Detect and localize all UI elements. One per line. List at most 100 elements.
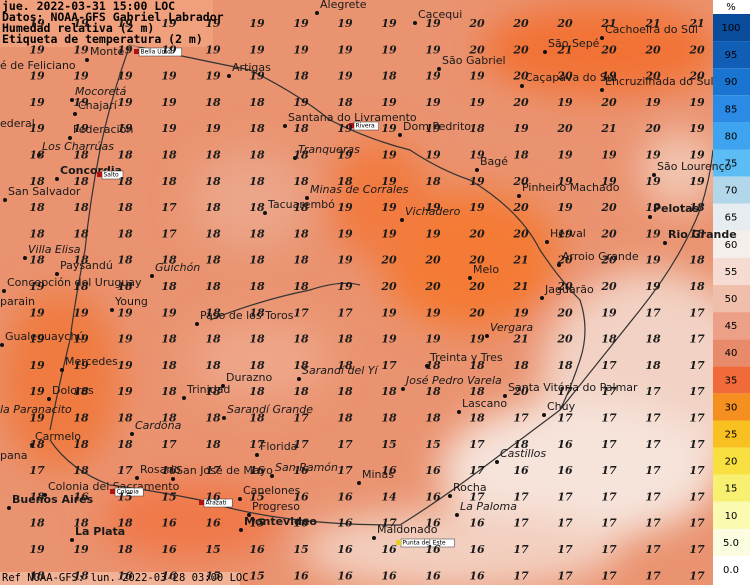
temperature-label: 18 <box>557 359 573 372</box>
temperature-label: 19 <box>161 43 177 56</box>
temperature-label: 20 <box>644 122 661 135</box>
temperature-label: 18 <box>249 280 265 293</box>
temperature-label: 18 <box>205 359 221 372</box>
place-label: Mercedes <box>65 355 118 368</box>
city-dot <box>135 476 139 480</box>
temperature-label: 18 <box>381 412 397 425</box>
temperature-label: 19 <box>557 149 573 162</box>
temperature-label: 18 <box>425 175 441 188</box>
city-dot <box>475 168 479 172</box>
legend-unit: % <box>726 2 736 13</box>
temperature-label: 18 <box>689 201 705 214</box>
boxed-label: Salto <box>104 172 120 179</box>
temperature-label: 17 <box>469 438 485 451</box>
temperature-label: 19 <box>513 306 529 319</box>
temperature-label: 17 <box>601 490 617 503</box>
temperature-label: 18 <box>249 412 265 425</box>
temperature-label: 18 <box>425 412 441 425</box>
temperature-label: 19 <box>557 201 573 214</box>
city-dot <box>540 296 544 300</box>
temperature-label: 17 <box>645 306 661 319</box>
temperature-label: 16 <box>161 569 177 582</box>
temperature-label: 19 <box>117 96 133 109</box>
temperature-label: 19 <box>557 227 573 240</box>
legend-band <box>713 366 750 394</box>
temperature-label: 15 <box>249 517 264 530</box>
temperature-label: 15 <box>117 490 132 503</box>
temperature-label: 19 <box>469 149 485 162</box>
temperature-label: 17 <box>689 412 705 425</box>
temperature-label: 19 <box>381 227 397 240</box>
temperature-label: 19 <box>337 280 353 293</box>
temperature-label: 17 <box>29 464 45 477</box>
place-label: Progreso <box>252 500 300 513</box>
temperature-label: 17 <box>513 517 529 530</box>
temperature-label: 20 <box>600 280 617 293</box>
temperature-label: 19 <box>601 149 617 162</box>
city-dot <box>652 173 656 177</box>
temperature-label: 17 <box>293 412 309 425</box>
temperature-label: 19 <box>73 122 89 135</box>
temperature-label: 19 <box>645 280 661 293</box>
temperature-label: 19 <box>117 333 133 346</box>
city-dot <box>221 384 225 388</box>
temperature-label: 18 <box>381 385 397 398</box>
place-label: La Plata <box>75 525 125 538</box>
temperature-label: 16 <box>337 543 353 556</box>
place-label: Melo <box>473 263 499 276</box>
place-label: Herval <box>550 227 586 240</box>
temperature-label: 18 <box>117 438 133 451</box>
temperature-label: 16 <box>381 569 397 582</box>
city-dot <box>542 413 546 417</box>
temperature-label: 16 <box>337 569 353 582</box>
place-label: Villa Elisa <box>28 243 81 256</box>
place-label: Treinta y Tres <box>429 351 503 364</box>
temperature-label: 17 <box>645 490 661 503</box>
place-label: Cardona <box>135 419 182 432</box>
temperature-label: 18 <box>249 122 265 135</box>
temperature-label: 18 <box>29 569 45 582</box>
place-label: Chuy <box>547 400 576 413</box>
place-label: Rocha <box>453 481 487 494</box>
temperature-label: 19 <box>381 201 397 214</box>
place-label: Concepción del Uruguay <box>7 276 142 289</box>
place-label: San José de Mayo <box>176 464 273 477</box>
city-dot <box>457 410 461 414</box>
temperature-label: 17 <box>161 201 177 214</box>
temperature-label: 18 <box>29 201 45 214</box>
temperature-label: 19 <box>381 96 397 109</box>
city-dot <box>239 528 243 532</box>
city-dot <box>545 240 549 244</box>
city-dot <box>37 153 41 157</box>
header-line: Datos: NOAA-GFS Gabriel Labrador <box>2 10 224 24</box>
temperature-label: 18 <box>205 96 221 109</box>
city-dot <box>372 536 376 540</box>
temperature-label: 18 <box>293 175 309 188</box>
temperature-label: 19 <box>337 43 353 56</box>
temperature-label: 19 <box>469 201 485 214</box>
temperature-label: 18 <box>117 412 133 425</box>
temperature-label: 18 <box>249 227 265 240</box>
legend-label: 20 <box>725 457 738 468</box>
temperature-label: 19 <box>29 543 45 556</box>
temperature-label: 16 <box>557 438 573 451</box>
temperature-label: 18 <box>337 385 353 398</box>
boxed-label: Arazati <box>206 500 227 507</box>
temperature-label: 20 <box>688 70 705 83</box>
city-dot <box>283 124 287 128</box>
place-label: Mocoretá <box>75 85 127 98</box>
temperature-label: 16 <box>293 517 309 530</box>
temperature-label: 20 <box>468 280 485 293</box>
temperature-label: 17 <box>645 464 661 477</box>
temperature-label: 18 <box>161 254 177 267</box>
temperature-label: 17 <box>645 543 661 556</box>
temperature-label: 19 <box>249 70 265 83</box>
temperature-label: 15 <box>381 438 396 451</box>
temperature-label: 18 <box>205 201 221 214</box>
place-label: San Salvador <box>8 185 81 198</box>
temperature-label: 18 <box>117 280 133 293</box>
legend-band <box>713 149 750 177</box>
temperature-label: 18 <box>205 280 221 293</box>
temperature-label: 21 <box>688 17 704 30</box>
temperature-label: 18 <box>73 517 89 530</box>
